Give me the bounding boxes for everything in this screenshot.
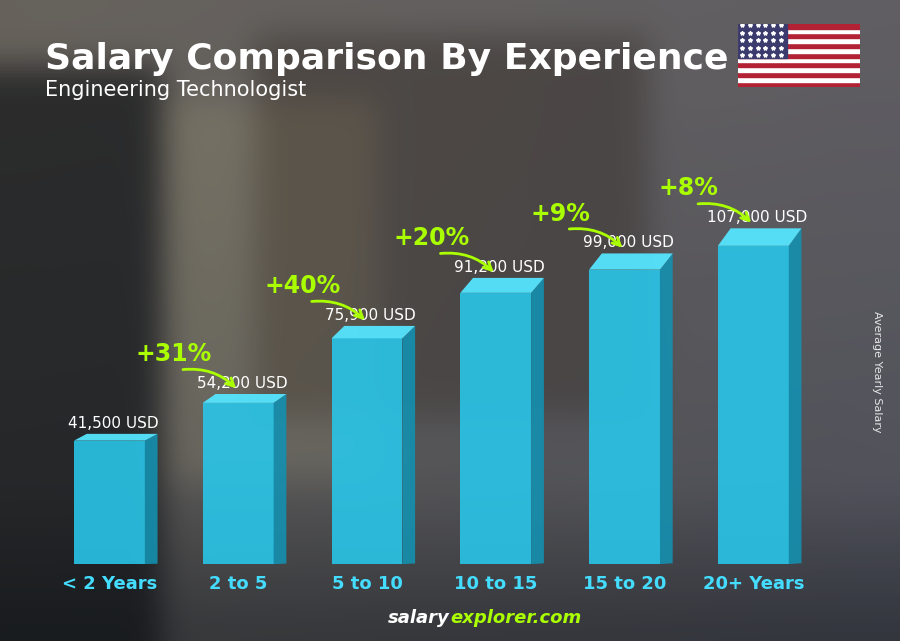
- Bar: [738, 29, 860, 33]
- FancyArrowPatch shape: [698, 203, 749, 221]
- Bar: [738, 58, 860, 62]
- Polygon shape: [788, 228, 802, 564]
- Text: 75,900 USD: 75,900 USD: [326, 308, 416, 323]
- Bar: [738, 77, 860, 81]
- Polygon shape: [402, 326, 415, 564]
- Text: Engineering Technologist: Engineering Technologist: [45, 80, 306, 100]
- Text: Average Yearly Salary: Average Yearly Salary: [872, 311, 883, 433]
- Bar: [738, 43, 860, 48]
- Bar: [738, 81, 860, 87]
- Bar: [738, 72, 860, 77]
- Polygon shape: [331, 338, 402, 564]
- Polygon shape: [590, 253, 672, 270]
- Text: Salary Comparison By Experience: Salary Comparison By Experience: [45, 42, 728, 76]
- FancyArrowPatch shape: [440, 253, 491, 270]
- Polygon shape: [74, 440, 145, 564]
- Bar: [738, 48, 860, 53]
- Text: +31%: +31%: [136, 342, 212, 366]
- Text: salary: salary: [388, 609, 450, 627]
- Text: +8%: +8%: [659, 176, 719, 201]
- Polygon shape: [590, 270, 660, 564]
- Text: +40%: +40%: [265, 274, 340, 298]
- Polygon shape: [145, 434, 158, 564]
- Polygon shape: [460, 293, 531, 564]
- FancyArrowPatch shape: [570, 229, 620, 246]
- FancyArrowPatch shape: [311, 301, 363, 318]
- Bar: [738, 24, 860, 29]
- Text: 54,200 USD: 54,200 USD: [197, 376, 287, 391]
- Bar: [738, 62, 860, 67]
- Text: 99,000 USD: 99,000 USD: [583, 235, 674, 251]
- Polygon shape: [718, 246, 788, 564]
- Polygon shape: [202, 394, 286, 403]
- FancyArrowPatch shape: [183, 369, 234, 386]
- Text: +9%: +9%: [530, 201, 590, 226]
- Polygon shape: [660, 253, 672, 564]
- Bar: [738, 53, 860, 58]
- Text: 91,200 USD: 91,200 USD: [454, 260, 544, 275]
- Bar: [738, 67, 860, 72]
- Bar: [738, 33, 860, 38]
- Text: explorer.com: explorer.com: [450, 609, 581, 627]
- Bar: [738, 38, 860, 43]
- Text: 41,500 USD: 41,500 USD: [68, 416, 158, 431]
- Polygon shape: [331, 326, 415, 338]
- Polygon shape: [274, 394, 286, 564]
- Polygon shape: [718, 228, 802, 246]
- Text: 107,000 USD: 107,000 USD: [707, 210, 807, 226]
- Polygon shape: [202, 403, 274, 564]
- Polygon shape: [531, 278, 544, 564]
- Polygon shape: [74, 434, 158, 440]
- Polygon shape: [460, 278, 544, 293]
- Text: +20%: +20%: [393, 226, 470, 250]
- Bar: [738, 24, 787, 58]
